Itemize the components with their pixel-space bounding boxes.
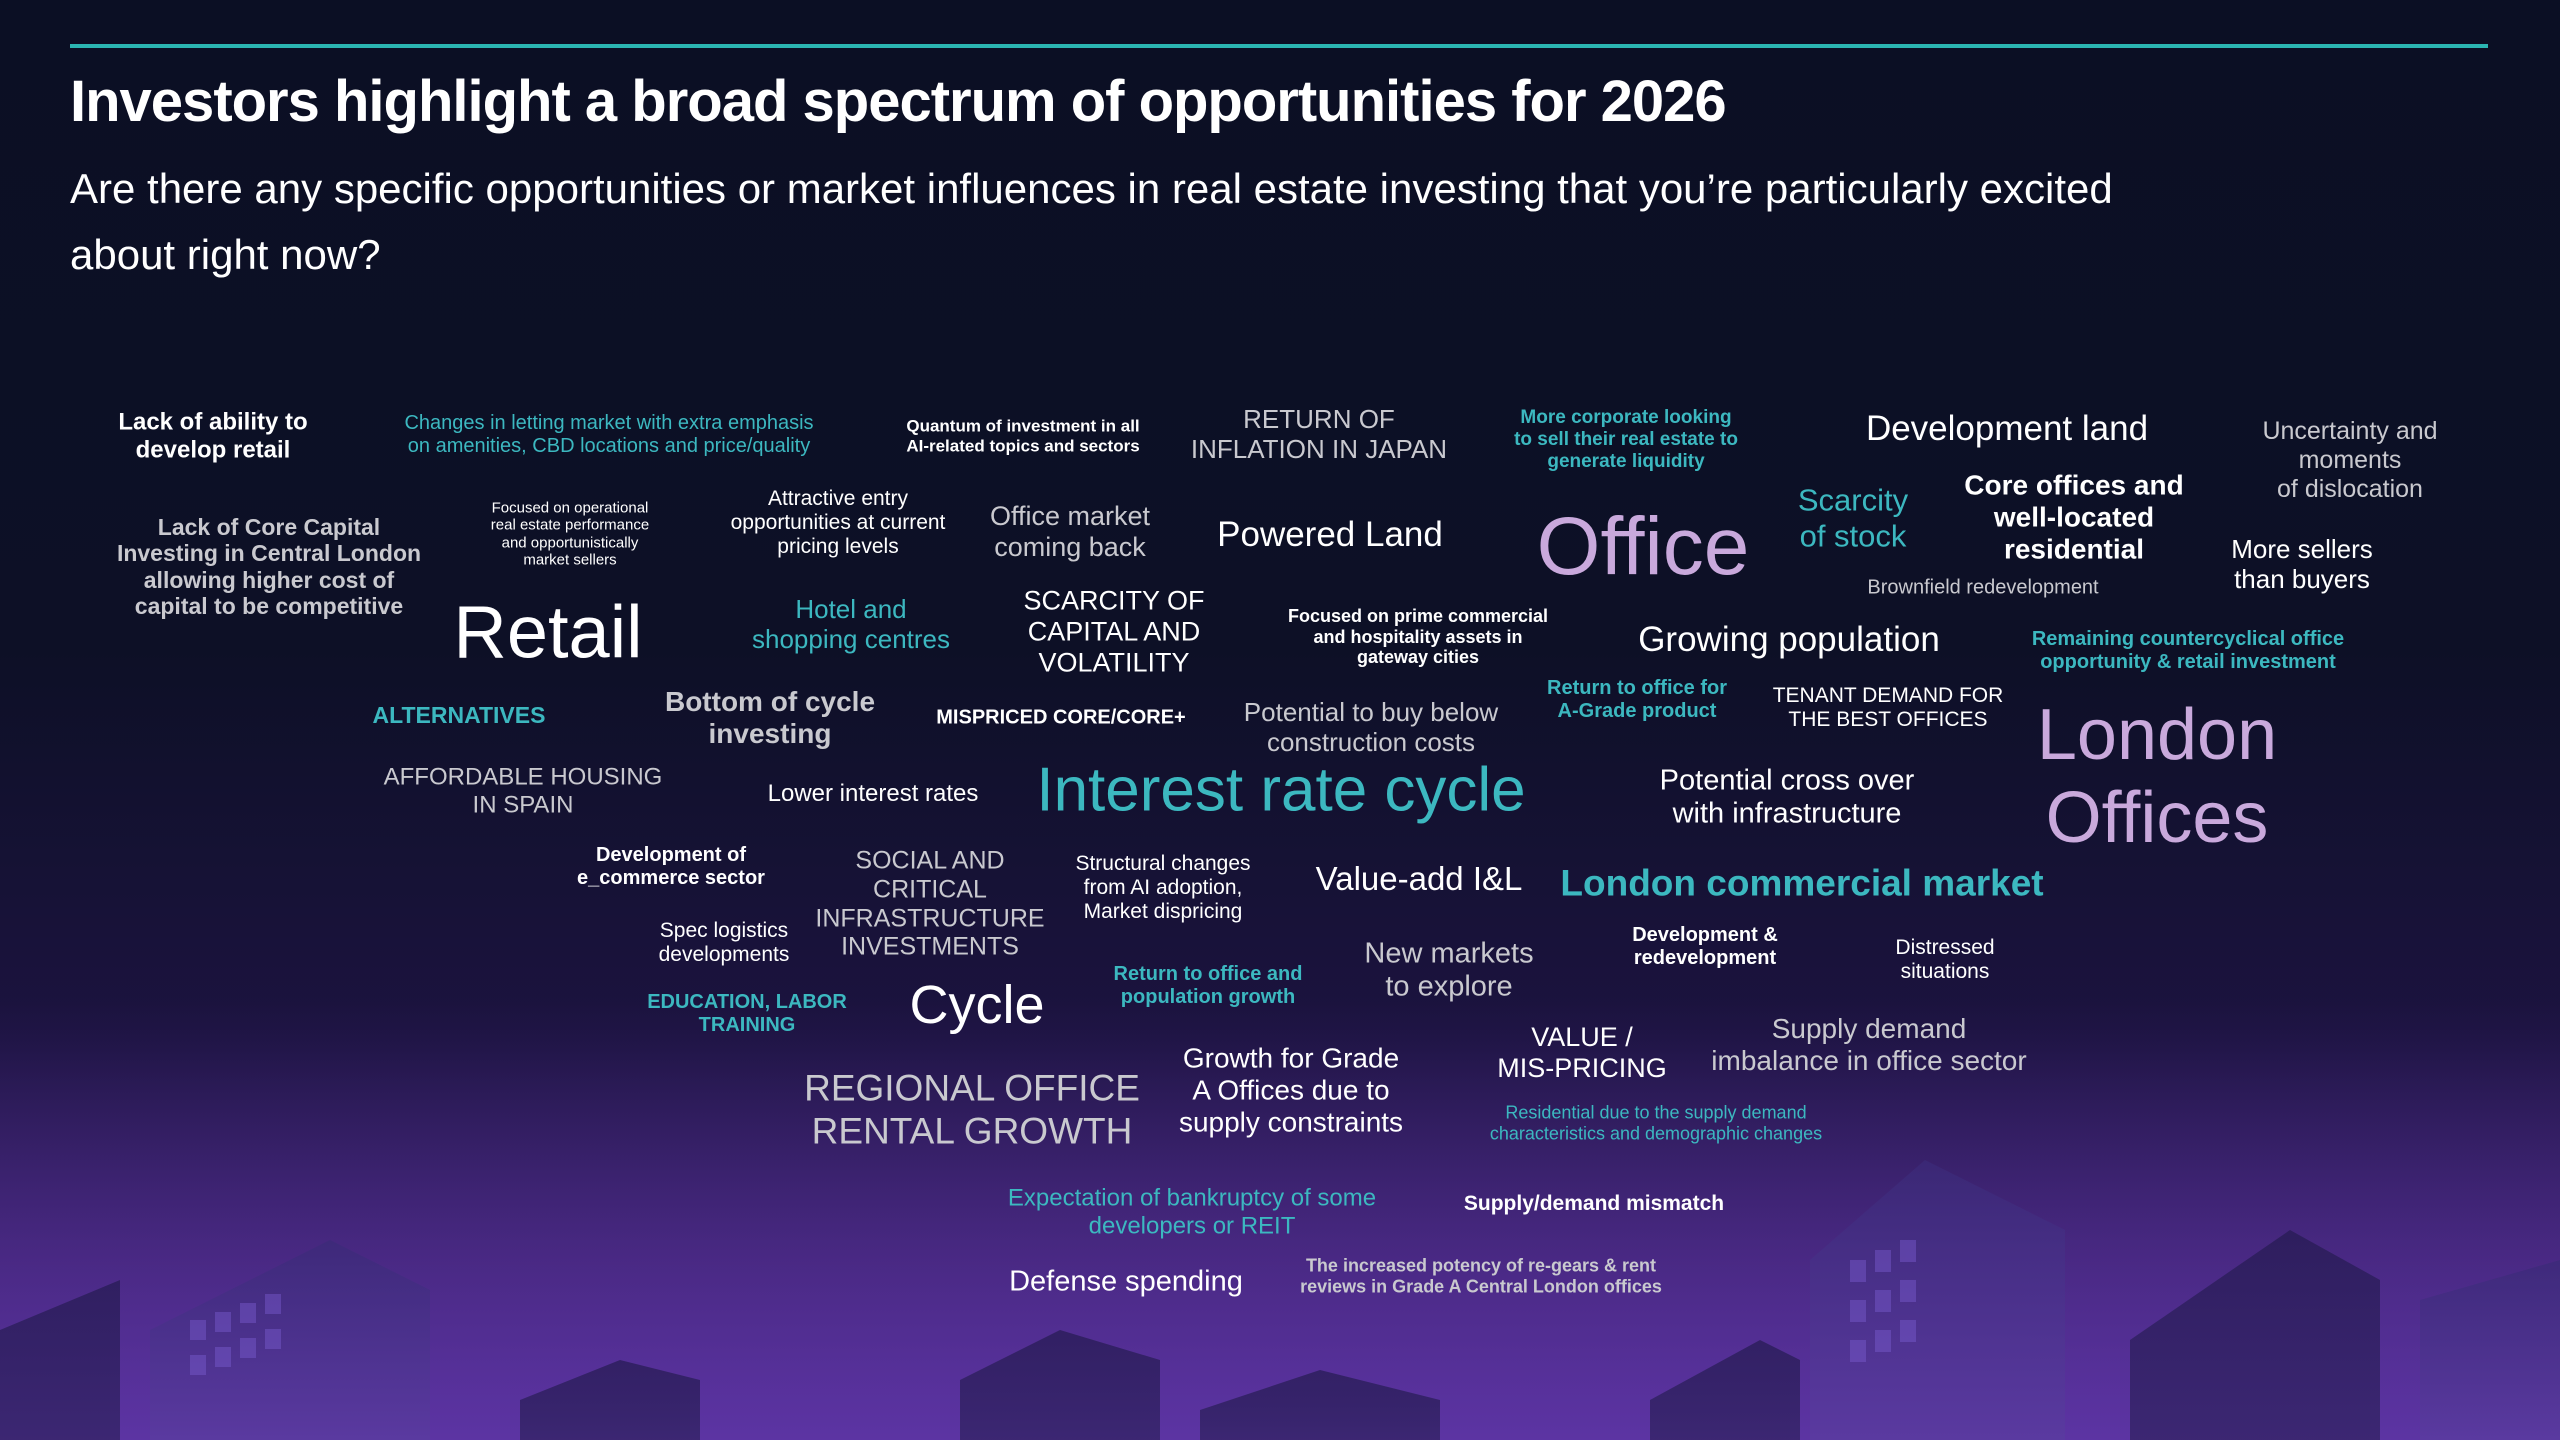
phrase-remaining-countercyclical-office: Remaining countercyclical office opportu… bbox=[2031, 628, 2345, 673]
phrase-quantum-of-investment-ai: Quantum of investment in all AI-related … bbox=[906, 416, 1140, 455]
phrase-more-corporate-looking-to-sell: More corporate looking to sell their rea… bbox=[1514, 407, 1738, 472]
phrase-cycle: Cycle bbox=[909, 974, 1045, 1035]
phrase-social-and-critical-infrastructure: SOCIAL AND CRITICAL INFRASTRUCTURE INVES… bbox=[815, 846, 1045, 961]
phrase-development-land: Development land bbox=[1865, 408, 2149, 448]
phrase-attractive-entry-opportunities: Attractive entry opportunities at curren… bbox=[730, 486, 946, 559]
phrase-potential-cross-over-with-infrastructure: Potential cross over with infrastructure bbox=[1659, 764, 1915, 830]
phrase-alternatives: ALTERNATIVES bbox=[372, 701, 546, 728]
phrase-brownfield-redevelopment: Brownfield redevelopment bbox=[1867, 576, 2099, 599]
phrase-mispriced-core: MISPRICED CORE/CORE+ bbox=[936, 706, 1186, 729]
page-title: Investors highlight a broad spectrum of … bbox=[70, 69, 1727, 134]
phrase-supply-demand-mismatch: Supply/demand mismatch bbox=[1463, 1191, 1725, 1215]
phrase-new-markets-to-explore: New markets to explore bbox=[1364, 937, 1534, 1003]
page-subtitle: Are there any specific opportunities or … bbox=[70, 165, 2113, 278]
phrase-core-offices-and-well-located-residential: Core offices and well-located residentia… bbox=[1964, 469, 2184, 566]
phrase-uncertainty-and-moments-of-dislocation: Uncertainty and moments of dislocation bbox=[2262, 416, 2438, 503]
phrase-structural-changes-from-ai-adoption: Structural changes from AI adoption, Mar… bbox=[1075, 851, 1251, 924]
phrase-defense-spending: Defense spending bbox=[1009, 1265, 1243, 1298]
phrase-more-sellers-than-buyers: More sellers than buyers bbox=[2231, 534, 2373, 594]
phrase-lack-of-ability-to-develop-retail: Lack of ability to develop retail bbox=[118, 408, 308, 463]
phrase-supply-demand-imbalance-in-office-sector: Supply demand imbalance in office sector bbox=[1711, 1012, 2027, 1076]
phrase-tenant-demand-for-the-best-offices: TENANT DEMAND FOR THE BEST OFFICES bbox=[1772, 683, 2004, 731]
phrase-value-add-i-and-l: Value-add I&L bbox=[1315, 860, 1523, 898]
phrase-interest-rate-cycle: Interest rate cycle bbox=[1036, 755, 1526, 825]
phrase-london-commercial-market: London commercial market bbox=[1560, 862, 2044, 904]
phrase-hotel-and-shopping-centres: Hotel and shopping centres bbox=[751, 594, 951, 654]
phrase-value-mis-pricing: VALUE / MIS-PRICING bbox=[1497, 1021, 1667, 1083]
phrase-changes-in-letting-market: Changes in letting market with extra emp… bbox=[404, 412, 814, 457]
phrase-london-offices: London Offices bbox=[2036, 695, 2278, 858]
phrase-increased-potency-of-re-gears: The increased potency of re-gears & rent… bbox=[1300, 1255, 1662, 1296]
phrase-distressed-situations: Distressed situations bbox=[1895, 935, 1995, 983]
phrase-return-to-office-for-a-grade: Return to office for A-Grade product bbox=[1547, 677, 1727, 722]
phrase-focused-on-prime-commercial: Focused on prime commercial and hospital… bbox=[1287, 605, 1549, 668]
phrase-lack-of-core-capital-investing: Lack of Core Capital Investing in Centra… bbox=[116, 514, 422, 620]
phrase-powered-land: Powered Land bbox=[1217, 514, 1443, 554]
phrase-development-and-redevelopment: Development & redevelopment bbox=[1632, 924, 1778, 969]
phrase-education-labor-training: EDUCATION, LABOR TRAINING bbox=[647, 991, 847, 1036]
phrase-office-market-coming-back: Office market coming back bbox=[989, 500, 1151, 562]
phrase-lower-interest-rates: Lower interest rates bbox=[767, 780, 979, 808]
phrase-return-of-inflation-in-japan: RETURN OF INFLATION IN JAPAN bbox=[1190, 404, 1448, 464]
phrase-growth-for-grade-a-offices: Growth for Grade A Offices due to supply… bbox=[1178, 1042, 1404, 1139]
top-accent-rule bbox=[70, 44, 2488, 48]
phrase-bottom-of-cycle-investing: Bottom of cycle investing bbox=[664, 685, 876, 749]
phrase-scarcity-of-capital-and-volatility: SCARCITY OF CAPITAL AND VOLATILITY bbox=[1023, 585, 1205, 678]
phrase-potential-to-buy-below-construction-costs: Potential to buy below construction cost… bbox=[1243, 697, 1499, 757]
phrase-expectation-of-bankruptcy: Expectation of bankruptcy of some develo… bbox=[1007, 1184, 1377, 1239]
phrase-growing-population: Growing population bbox=[1638, 619, 1940, 659]
phrase-regional-office-rental-growth: REGIONAL OFFICE RENTAL GROWTH bbox=[804, 1067, 1140, 1151]
phrase-office: Office bbox=[1536, 500, 1750, 592]
phrase-return-to-office-and-population-growth: Return to office and population growth bbox=[1113, 963, 1303, 1008]
phrase-retail: Retail bbox=[453, 590, 643, 674]
phrase-focused-on-operational-real-estate: Focused on operational real estate perfo… bbox=[490, 499, 650, 569]
phrase-spec-logistics-developments: Spec logistics developments bbox=[658, 918, 790, 966]
phrase-affordable-housing-in-spain: AFFORDABLE HOUSING IN SPAIN bbox=[383, 763, 663, 818]
phrase-scarcity-of-stock: Scarcity of stock bbox=[1797, 482, 1909, 553]
phrase-development-of-e-commerce-sector: Development of e_commerce sector bbox=[577, 844, 765, 889]
phrase-residential-due-to-supply-demand: Residential due to the supply demand cha… bbox=[1489, 1102, 1823, 1143]
